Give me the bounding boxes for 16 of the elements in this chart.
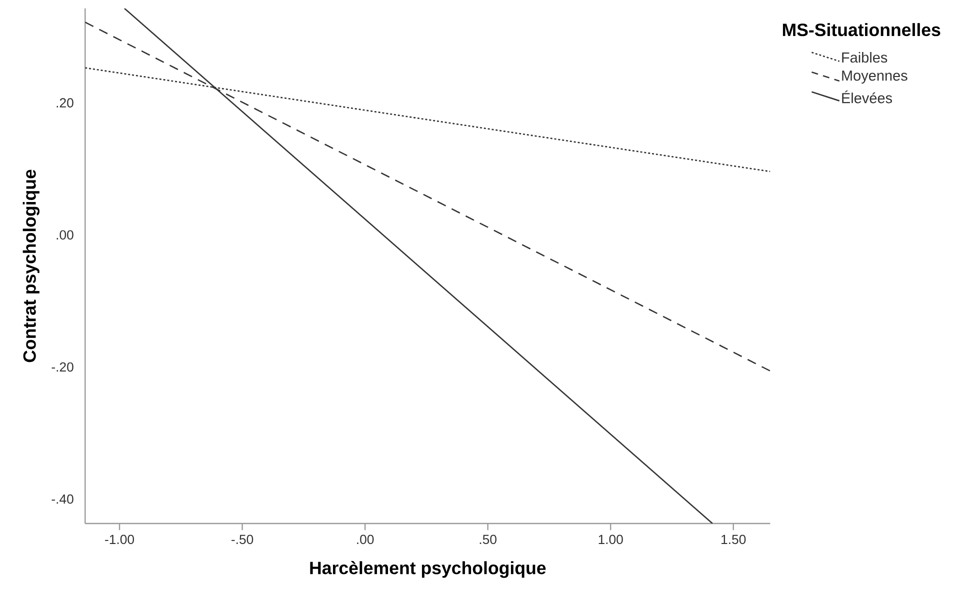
x-tick-label: -.50	[232, 534, 254, 544]
x-tick-label: -1.00	[105, 534, 134, 544]
y-axis-title: Contrat psychologique	[22, 170, 40, 362]
legend-label: Moyennes	[842, 70, 908, 84]
legend-label: Faibles	[842, 52, 888, 63]
x-tick-label: 1.50	[722, 534, 746, 544]
legend-title: MS-Situationnelles	[782, 23, 940, 36]
y-tick-label: -.40	[52, 494, 74, 504]
x-tick-label: .00	[357, 534, 374, 544]
y-tick-label: .20	[56, 98, 74, 108]
y-tick-label: .00	[56, 230, 74, 240]
legend-label: Élevées	[842, 90, 892, 104]
x-tick-label: 1.00	[598, 534, 623, 544]
y-tick-label: -.20	[52, 362, 74, 372]
x-axis-title: Harcèlement psychologique	[310, 561, 546, 578]
x-tick-label: .50	[480, 534, 496, 544]
